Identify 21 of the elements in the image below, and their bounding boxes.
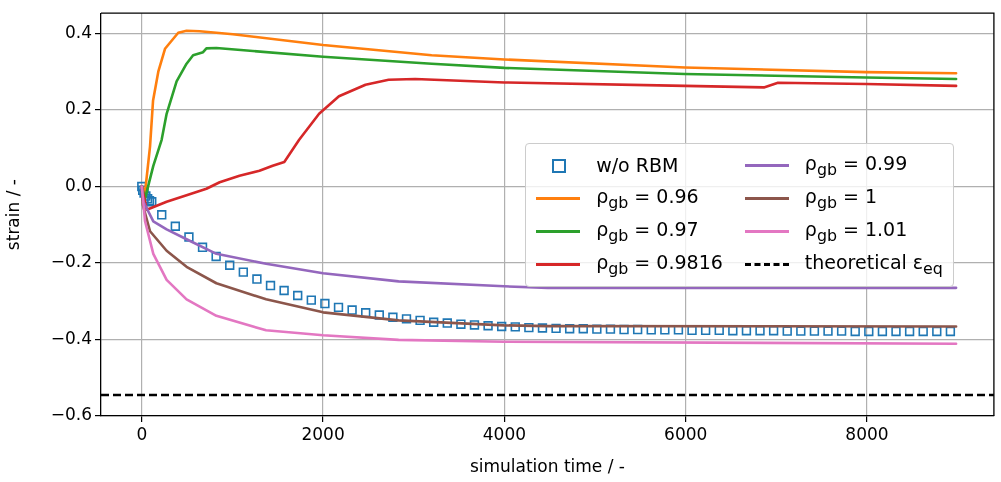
y-tick-label: 0.4 <box>64 21 92 42</box>
legend-label: ρ$_{gb}$ = 0.99 <box>804 151 908 179</box>
x-tick-label: 8000 <box>845 423 889 444</box>
x-axis-title: simulation time / - <box>469 456 625 477</box>
legend-label: ρ$_{gb}$ = 1 <box>804 184 878 212</box>
y-tick-label: 0.2 <box>64 98 92 119</box>
legend-label: theoretical ε$_{eq}$ <box>804 250 943 278</box>
x-tick-label: 0 <box>136 423 148 444</box>
y-tick-label: −0.2 <box>50 251 92 272</box>
x-tick-label: 4000 <box>482 423 527 444</box>
legend-label: ρ$_{gb}$ = 1.01 <box>804 217 908 245</box>
legend-label: w/o RBM <box>596 154 679 177</box>
y-axis-title: strain / - <box>2 179 23 251</box>
x-tick-label: 2000 <box>301 423 345 444</box>
x-tick-label: 6000 <box>664 423 708 444</box>
legend-label: ρ$_{gb}$ = 0.96 <box>596 184 699 212</box>
legend-label: ρ$_{gb}$ = 0.9816 <box>596 250 723 278</box>
legend-label: ρ$_{gb}$ = 0.97 <box>596 217 699 245</box>
y-tick-label: 0.0 <box>64 174 92 195</box>
y-tick-label: −0.6 <box>50 404 92 425</box>
y-tick-label: −0.4 <box>50 327 92 348</box>
